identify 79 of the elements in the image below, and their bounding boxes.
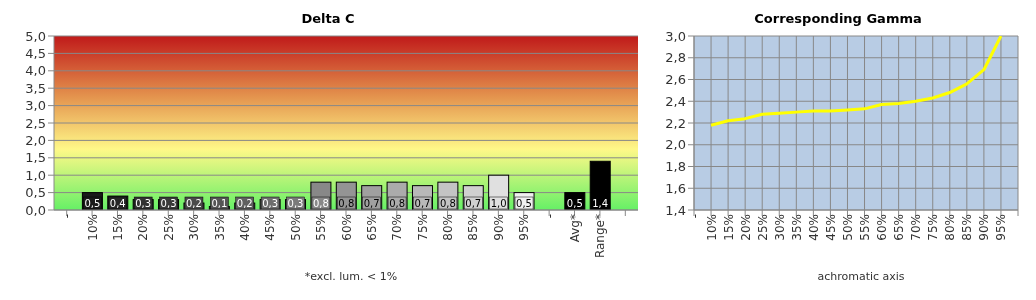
x-tick-label: 30% [772,214,787,241]
x-tick-label: 90% [491,214,506,241]
y-tick-label: 1,0 [25,167,46,183]
line-series [709,36,1003,127]
x-tick-label: 45% [263,214,278,241]
x-tick-label: 40% [806,214,821,241]
y-tick-label: 2,5 [25,115,46,131]
y-tick-label: 1,5 [25,150,46,166]
x-tick-label: 95% [994,214,1009,241]
data-label: 1,0 [490,198,507,209]
x-tick-label: 35% [789,214,804,241]
x-tick-label: 85% [960,214,975,241]
y-tick-label: 2,0 [25,133,46,149]
x-tick-label: 80% [441,214,456,241]
y-tick-label: 4,0 [25,63,46,79]
x-tick-label: 70% [390,214,405,241]
y-tick-label: 3,5 [25,80,46,96]
x-tick-label: 55% [858,214,873,241]
y-tick-label: 4,5 [25,46,46,62]
x-tick-label: 65% [892,214,907,241]
x-tick-label: Range* [593,214,608,259]
x-tick-label: 95% [517,214,532,241]
x-tick-label: 30% [187,214,202,241]
y-tick-label: 0,0 [25,202,46,218]
y-tick-label: 2,8 [665,50,686,66]
x-tick-label: 75% [926,214,941,241]
x-tick-label: - [542,214,557,219]
data-label: 0,7 [363,198,380,209]
data-label: 0,4 [109,198,126,209]
x-tick-label: 70% [909,214,924,241]
y-tick-label: 3,0 [665,28,686,44]
x-tick-label: 20% [136,214,151,241]
x-tick-label: 60% [339,214,354,241]
y-tick-label: 5,0 [25,28,46,44]
x-tick-label: 90% [977,214,992,241]
data-label: 0,5 [516,198,532,209]
chart-title: Delta C [300,10,356,28]
x-tick-label: 60% [875,214,890,241]
data-label: 0,7 [414,198,431,209]
x-tick-label: 80% [943,214,958,241]
data-label: 0,7 [465,198,482,209]
y-tick-label: 2,0 [665,137,686,153]
x-tick-label: 15% [721,214,736,241]
x-tick-label: 35% [212,214,227,241]
data-label: 0,5 [566,198,583,209]
x-tick-label: 75% [415,214,430,241]
x-tick-label: 50% [288,214,303,241]
y-tick-label: 1,6 [665,180,686,196]
data-label: 0,8 [338,198,355,209]
x-tick-label: - [60,214,75,219]
x-tick-label: 40% [237,214,252,241]
y-tick-label: 0,5 [25,185,46,201]
data-label: 0,5 [84,198,101,209]
data-label: 1,4 [592,198,609,209]
x-tick-label: - [687,214,702,219]
y-tick-label: 1,4 [665,202,686,218]
x-tick-label: 25% [755,214,770,241]
data-label: 0,8 [389,198,406,209]
y-tick-label: 1,8 [665,159,686,175]
text: *excl. lum. < 1% [303,270,399,283]
x-tick-label: 85% [466,214,481,241]
x-axis-title: achromatic axis [816,270,906,283]
y-tick-label: 3,0 [25,98,46,114]
x-tick-label: 20% [738,214,753,241]
x-tick-label: 65% [364,214,379,241]
y-tick-label: 2,6 [665,72,686,88]
data-label: 0,8 [312,198,329,209]
chart-title: Corresponding Gamma [753,10,923,28]
x-tick-label: 25% [161,214,176,241]
x-tick-label: 10% [85,214,100,241]
y-tick-label: 2,4 [665,93,686,109]
y-tick-label: 2,2 [665,115,686,131]
x-tick-label: 10% [704,214,719,241]
x-tick-label: 45% [823,214,838,241]
x-tick-label: 50% [840,214,855,241]
x-tick-label: 55% [314,214,329,241]
x-tick-label: 15% [111,214,125,241]
x-tick-label: Avg* [568,214,583,243]
data-label: 0,8 [439,198,456,209]
